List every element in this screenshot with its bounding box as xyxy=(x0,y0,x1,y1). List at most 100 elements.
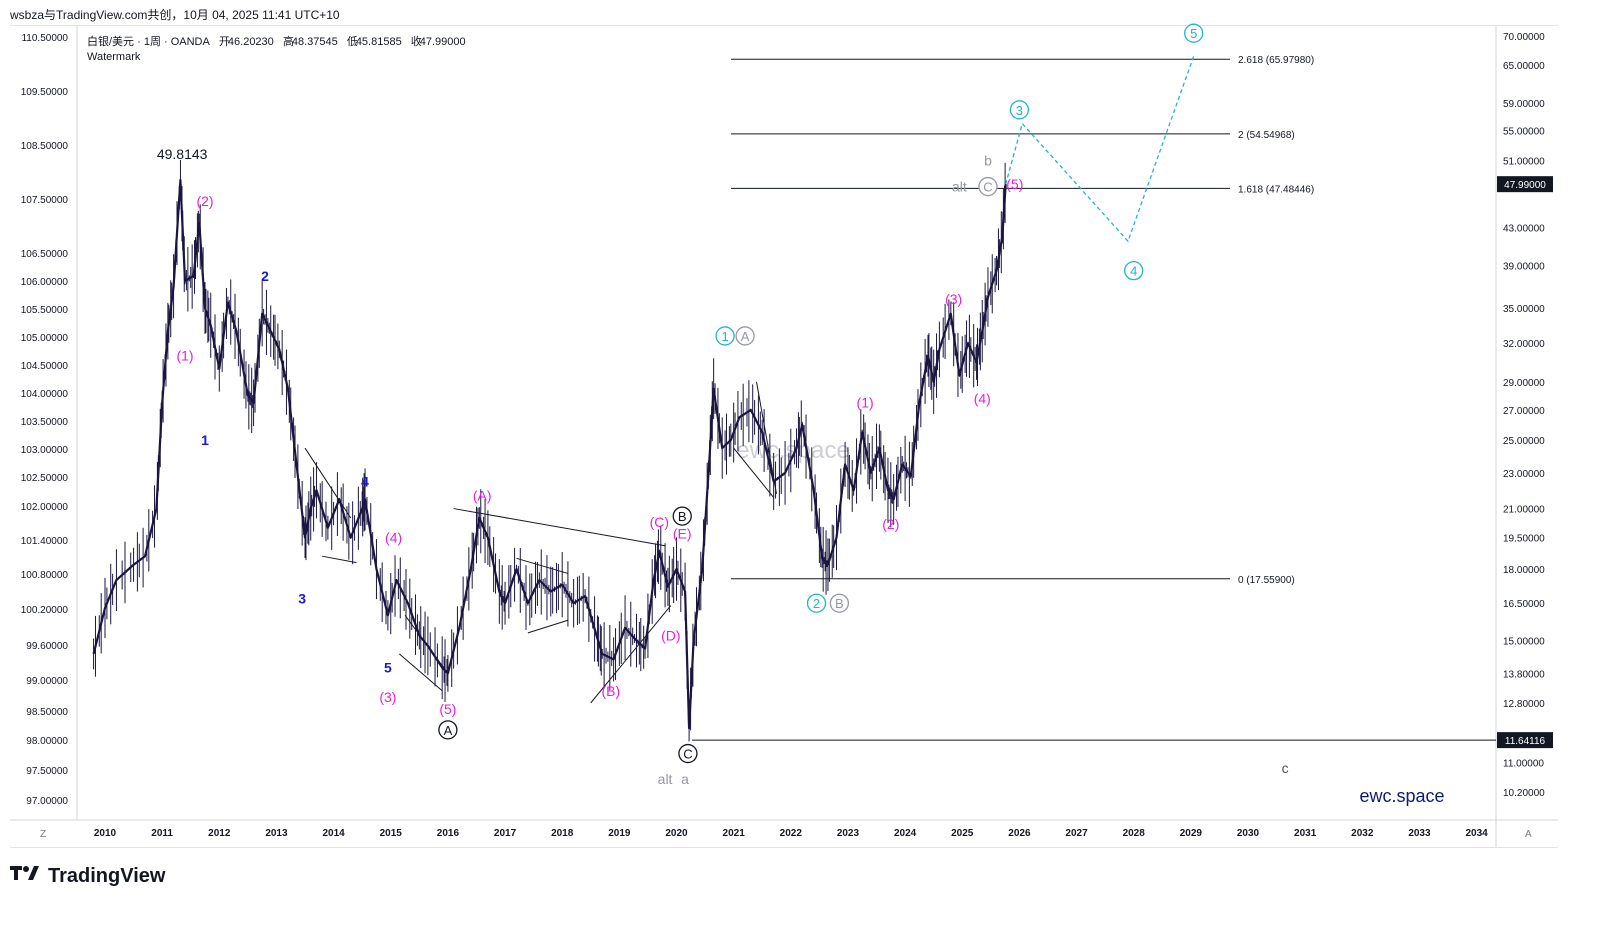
right-axis-tick-label: 25.00000 xyxy=(1503,436,1545,447)
trendline xyxy=(453,508,666,547)
wave-label-circle xyxy=(715,326,735,346)
wave-label-circle xyxy=(1184,23,1204,43)
symbol-title[interactable]: 白银/美元 · 1周 · OANDA xyxy=(87,36,210,48)
wave-label: 49.8143 xyxy=(157,146,208,162)
watermark-indicator-label[interactable]: Watermark xyxy=(87,51,141,63)
time-axis-tick-label: 2028 xyxy=(1123,828,1146,839)
left-axis-tick-label: 107.50000 xyxy=(21,195,69,206)
left-axis-tick-label: 97.00000 xyxy=(26,796,68,807)
close-value: 47.99000 xyxy=(419,36,466,48)
left-axis-tick-label: 105.50000 xyxy=(21,305,69,316)
fib-level-label: 2.618 (65.97980) xyxy=(1238,55,1314,66)
time-axis-tick-label: 2022 xyxy=(780,828,803,839)
right-axis-tick-label: 19.50000 xyxy=(1503,534,1545,545)
left-axis-tick-label: 110.50000 xyxy=(21,33,68,44)
time-axis-tick-label: 2017 xyxy=(494,828,517,839)
wave-label: (1) xyxy=(857,395,874,411)
left-axis-tick-label: 109.50000 xyxy=(21,87,69,98)
wave-label: (3) xyxy=(379,689,396,705)
left-axis-tick-label: 106.50000 xyxy=(21,249,69,260)
time-axis-tick-label: 2014 xyxy=(322,828,345,839)
right-axis-tick-label: 55.00000 xyxy=(1503,127,1545,138)
wave-label: A xyxy=(741,329,750,344)
right-axis-tick-label: 12.80000 xyxy=(1503,699,1545,710)
wave-label: (B) xyxy=(601,683,620,699)
right-axis-tick-label: 43.00000 xyxy=(1503,223,1545,234)
symbol-ohlc-legend: 白银/美元 · 1周 · OANDA 开46.20230 高48.37545 低… xyxy=(87,33,472,49)
low-label: 低 xyxy=(346,36,358,48)
trendline xyxy=(733,447,775,498)
tradingview-brand: TradingView xyxy=(48,864,166,887)
wave-label-circle xyxy=(672,506,692,526)
left-axis-tick-label: 99.60000 xyxy=(26,641,68,652)
time-axis-tick-label: 2023 xyxy=(837,828,860,839)
ewc-watermark-text: ewc.space xyxy=(1359,786,1444,806)
left-axis-tick-label: 100.20000 xyxy=(21,605,69,616)
time-axis-tick-label: 2015 xyxy=(380,828,403,839)
time-axis-tick-label: 2032 xyxy=(1351,828,1374,839)
left-axis-tick-label: 106.00000 xyxy=(21,277,69,288)
wave-label: 4 xyxy=(1130,264,1137,279)
time-axis-tick-label: 2019 xyxy=(608,828,631,839)
right-axis-tick-label: 11.00000 xyxy=(1503,758,1544,769)
left-axis-tick-label: 102.00000 xyxy=(21,502,69,513)
time-axis-tick-label: 2020 xyxy=(665,828,688,839)
wave-label: alt xyxy=(952,179,967,195)
wave-label: 3 xyxy=(1016,103,1023,118)
time-axis-tick-label: 2027 xyxy=(1065,828,1088,839)
wave-label: (E) xyxy=(673,526,692,542)
wave-label: A xyxy=(444,723,453,738)
right-axis-tick-label: 51.00000 xyxy=(1503,156,1545,167)
wave-label: C xyxy=(683,747,692,762)
left-axis-tick-label: 100.80000 xyxy=(21,570,69,581)
current-price-badge xyxy=(1497,176,1553,193)
time-axis-tick-label: 2013 xyxy=(265,828,288,839)
left-axis-tick-label: 104.00000 xyxy=(21,389,69,400)
wave-label-circle xyxy=(829,593,850,613)
time-axis-tick-label: 2016 xyxy=(437,828,460,839)
wave-label: (A) xyxy=(473,488,492,504)
right-axis-tick-label: 10.20000 xyxy=(1503,788,1545,799)
time-axis-tick-label: 2010 xyxy=(94,828,117,839)
wave-label: 1 xyxy=(201,432,209,448)
left-axis-tick-label: 103.50000 xyxy=(21,417,69,428)
time-axis-tick-label: 2026 xyxy=(1008,828,1031,839)
wave-label: 4 xyxy=(361,473,369,489)
auto-scale-button[interactable]: A xyxy=(1525,829,1532,840)
wave-label: 5 xyxy=(1190,26,1197,41)
left-axis-tick-label: 108.50000 xyxy=(21,141,69,152)
right-axis-tick-label: 39.00000 xyxy=(1503,262,1545,273)
projection-path xyxy=(1005,55,1195,243)
high-label: 高 xyxy=(282,36,294,48)
time-axis-tick-label: 2011 xyxy=(151,828,173,839)
trendline xyxy=(527,619,569,634)
time-axis-tick-label: 2025 xyxy=(951,828,974,839)
left-axis-tick-label: 97.50000 xyxy=(26,766,68,777)
wave-label-circle xyxy=(978,176,998,197)
left-axis-tick-label: 99.00000 xyxy=(26,676,68,687)
trendline xyxy=(516,557,569,574)
wave-label: c xyxy=(1282,760,1289,776)
fib-level-label: 2 (54.54968) xyxy=(1238,130,1295,141)
time-axis-tick-label: 2031 xyxy=(1294,828,1317,839)
left-axis-tick-label: 102.50000 xyxy=(21,473,69,484)
left-scale-mode-button[interactable]: Z xyxy=(40,829,47,840)
right-axis-tick-label: 70.00000 xyxy=(1503,32,1545,43)
wave-label: 1 xyxy=(721,329,728,344)
low-price-badge-text: 11.64116 xyxy=(1505,736,1546,747)
share-caption: wsbza与TradingView.com共创，10月 04, 2025 11:… xyxy=(10,8,340,22)
wave-label: 5 xyxy=(384,660,392,676)
left-axis-tick-label: 105.00000 xyxy=(21,333,69,344)
time-axis-tick-label: 2024 xyxy=(894,828,917,839)
wave-label: b xyxy=(984,152,992,168)
right-axis-tick-label: 35.00000 xyxy=(1503,304,1545,315)
right-axis-tick-label: 18.00000 xyxy=(1503,565,1545,576)
right-axis-tick-label: 32.00000 xyxy=(1503,339,1545,350)
wave-label-circle xyxy=(1124,261,1144,281)
wave-label: (3) xyxy=(945,291,962,307)
right-axis-tick-label: 27.00000 xyxy=(1503,406,1545,417)
right-axis-tick-label: 15.00000 xyxy=(1503,637,1545,648)
wave-label: (2) xyxy=(196,193,213,209)
time-axis-tick-label: 2018 xyxy=(551,828,574,839)
